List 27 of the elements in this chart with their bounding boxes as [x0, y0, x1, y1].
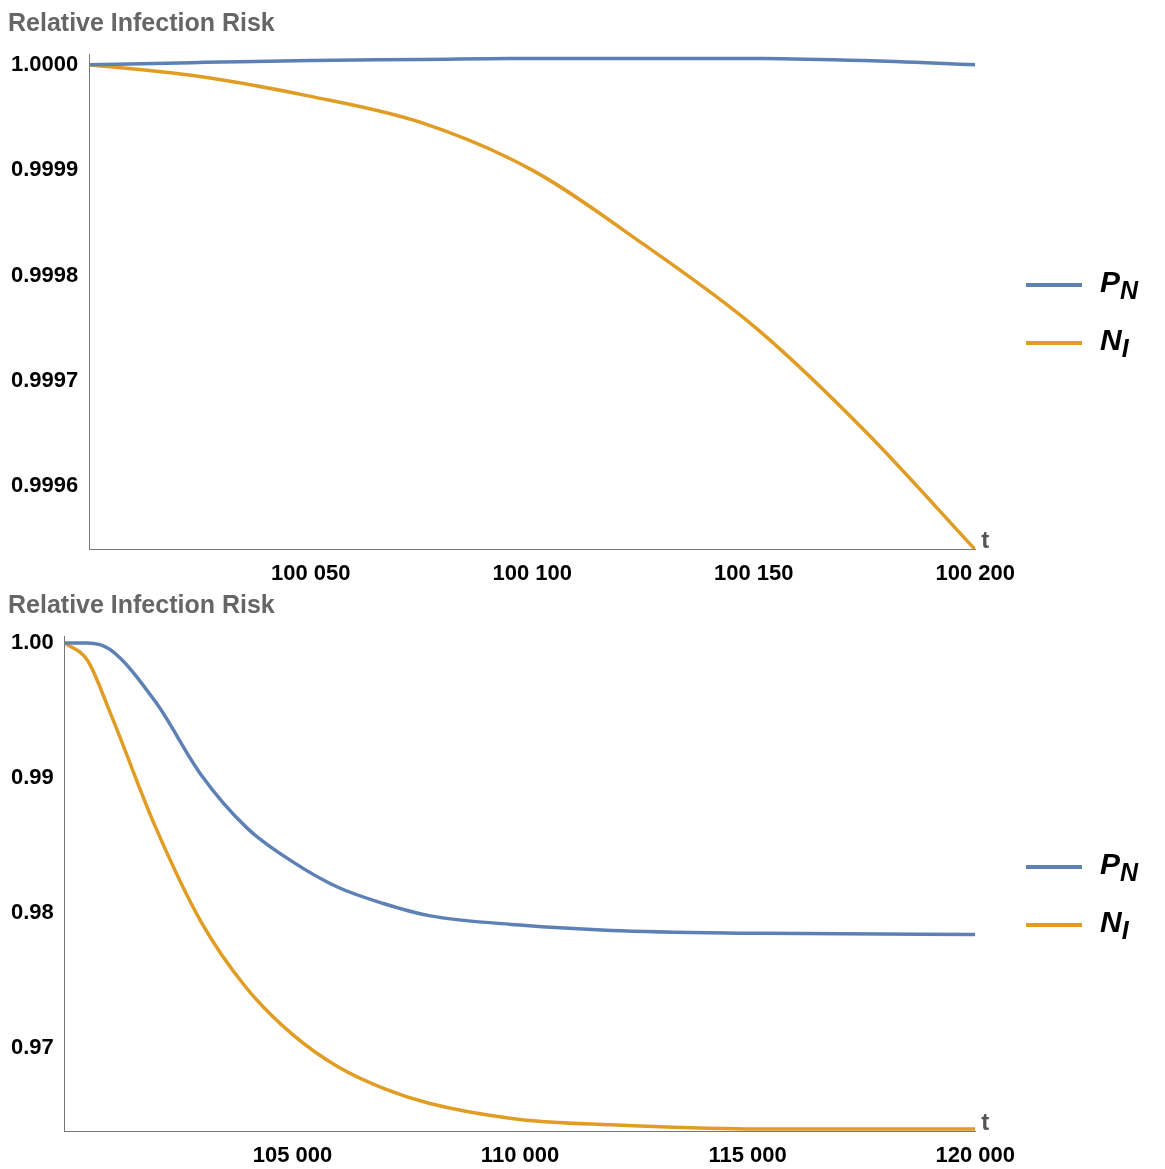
y-tick-label: 1.0000: [10, 50, 79, 76]
y-axis-title: Relative Infection Risk: [8, 590, 276, 620]
y-tick-label: 0.9997: [10, 367, 79, 393]
legend-label: N$_{I}$: [1100, 905, 1129, 945]
line-series: [64, 641, 976, 937]
x-tick-label: 110 000: [480, 1141, 560, 1167]
y-tick-label: 1.00: [10, 629, 54, 655]
x-axis-title: t: [981, 1108, 990, 1136]
y-axis-title: Relative Infection Risk: [8, 8, 276, 38]
y-tick-label: 0.9999: [10, 156, 79, 182]
y-tick-label: 0.9998: [10, 261, 79, 287]
x-tick-label: 100 050: [271, 559, 351, 585]
y-tick-label: 0.9996: [10, 472, 79, 498]
x-tick-label: 100 200: [935, 559, 1015, 585]
y-tick-label: 0.97: [10, 1033, 54, 1059]
legend-label: P$_{N}$: [1100, 265, 1139, 305]
legend-label: P$_{N}$: [1100, 847, 1139, 887]
legend-label: N$_{I}$: [1100, 323, 1129, 363]
line-series: [89, 56, 976, 67]
y-tick-label: 0.98: [10, 898, 54, 924]
y-tick-label: 0.99: [10, 764, 54, 789]
x-tick-label: 120 000: [935, 1141, 1015, 1167]
x-axis-title: t: [981, 526, 990, 554]
x-tick-label: 115 000: [708, 1141, 787, 1167]
x-tick-label: 105 000: [252, 1141, 333, 1167]
x-tick-label: 100 100: [492, 559, 573, 585]
x-tick-label: 100 150: [713, 559, 794, 585]
